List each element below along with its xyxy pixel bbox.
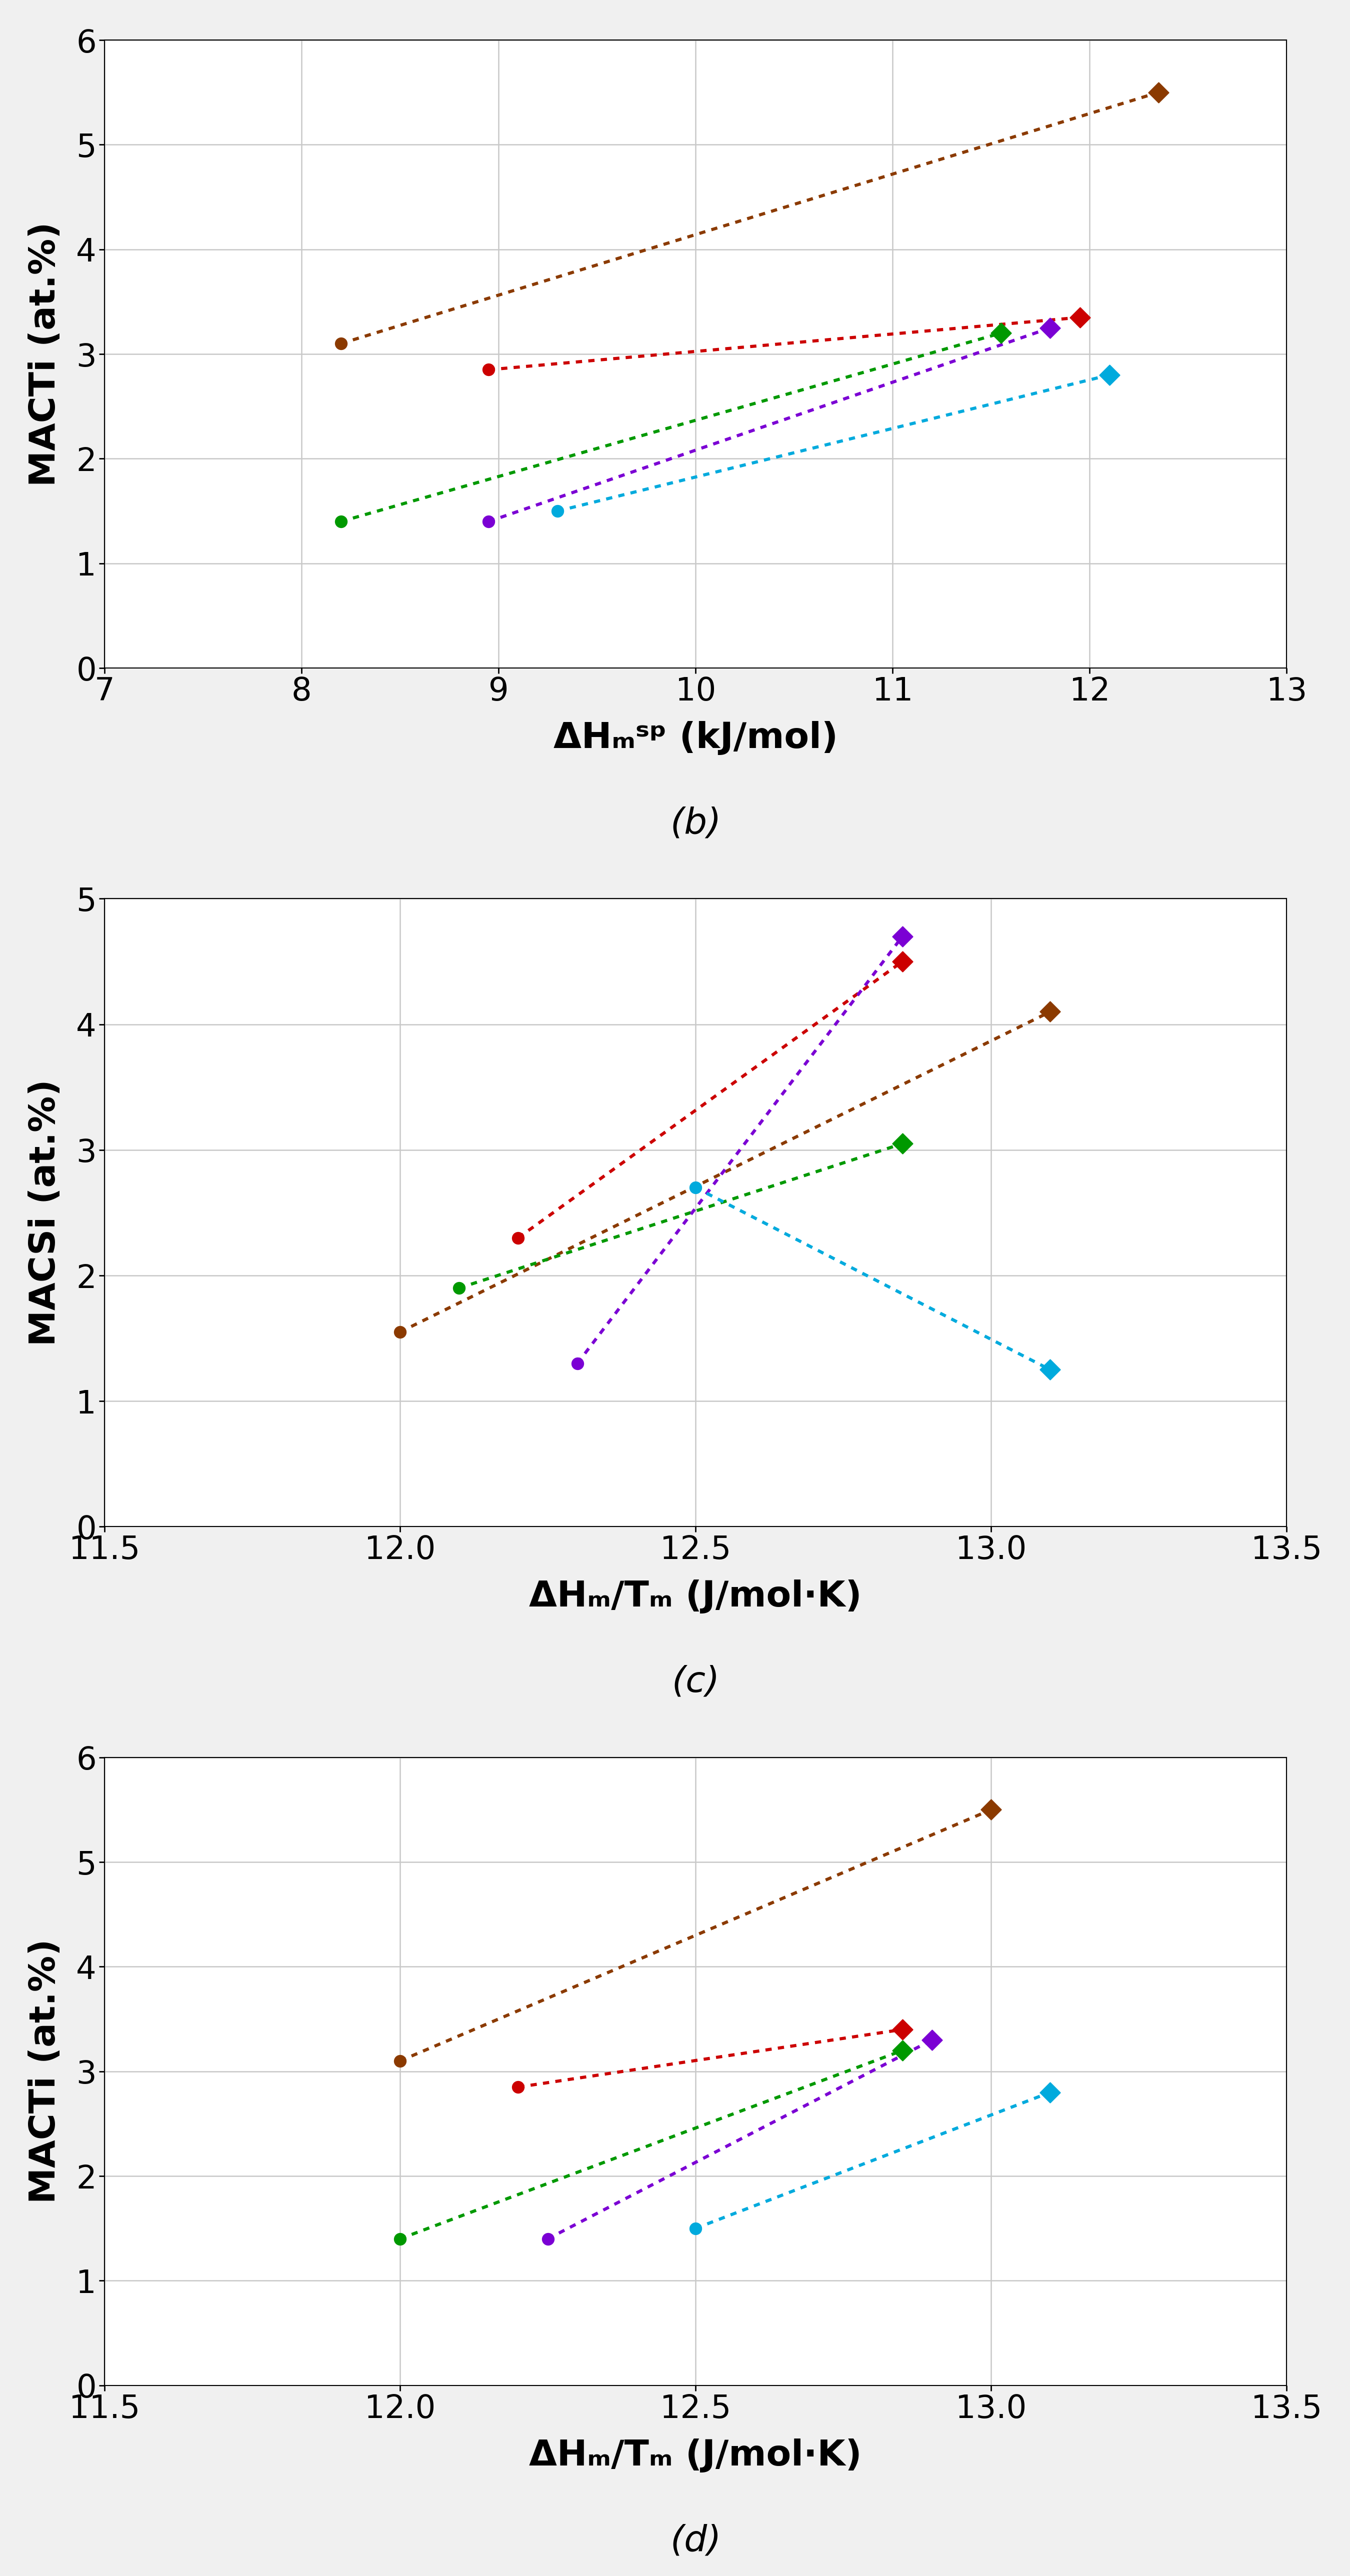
Point [891, 2030, 913, 2071]
Point [331, 500, 352, 541]
X-axis label: ΔHₘ/Tₘ (J/mol·K): ΔHₘ/Tₘ (J/mol·K) [529, 1579, 861, 1615]
Point [389, 1311, 410, 1352]
Y-axis label: MACTi (at.%): MACTi (at.%) [28, 1940, 62, 2202]
Point [567, 1342, 589, 1383]
Y-axis label: MACTi (at.%): MACTi (at.%) [28, 222, 62, 487]
Point [1040, 1350, 1061, 1391]
Text: (b): (b) [670, 806, 721, 840]
Point [537, 2218, 559, 2259]
Point [1069, 296, 1091, 337]
Point [990, 312, 1011, 353]
X-axis label: ΔHₘˢᵖ (kJ/mol): ΔHₘˢᵖ (kJ/mol) [554, 721, 838, 755]
Point [478, 350, 500, 392]
Point [921, 2020, 942, 2061]
Point [389, 2040, 410, 2081]
Point [478, 500, 500, 541]
Point [1148, 72, 1169, 113]
Point [1040, 2071, 1061, 2112]
Point [684, 2208, 706, 2249]
Text: (d): (d) [670, 2524, 721, 2558]
Point [1099, 355, 1120, 397]
Point [331, 322, 352, 363]
Y-axis label: MACSi (at.%): MACSi (at.%) [28, 1079, 62, 1347]
X-axis label: ΔHₘ/Tₘ (J/mol·K): ΔHₘ/Tₘ (J/mol·K) [529, 2439, 861, 2473]
Point [448, 1267, 470, 1309]
Point [508, 1218, 529, 1260]
Text: (c): (c) [671, 1664, 720, 1700]
Point [980, 1790, 1002, 1832]
Point [684, 1167, 706, 1208]
Point [389, 2218, 410, 2259]
Point [1040, 307, 1061, 348]
Point [547, 489, 568, 531]
Point [891, 940, 913, 981]
Point [1040, 992, 1061, 1033]
Point [508, 2066, 529, 2107]
Point [891, 2009, 913, 2050]
Point [891, 914, 913, 956]
Point [891, 1123, 913, 1164]
